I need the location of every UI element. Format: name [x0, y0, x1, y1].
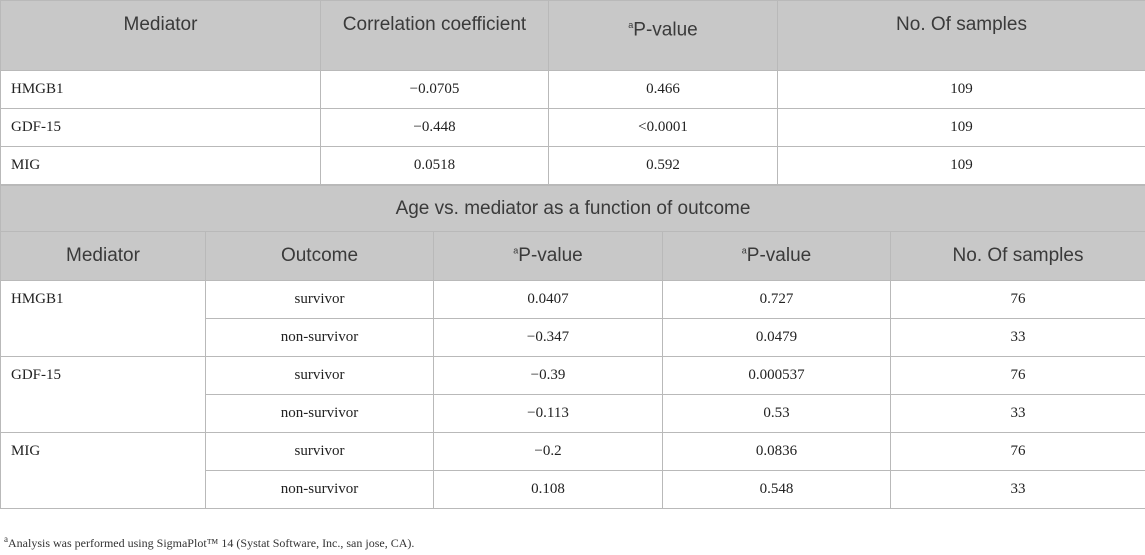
- p-value-cell: <0.0001: [548, 108, 778, 147]
- subtitle-row: Age vs. mediator as a function of outcom…: [0, 185, 1145, 232]
- p-value-cell: 0.0407: [433, 280, 663, 319]
- table-row: GDF-15 survivor −0.39 0.000537 76: [0, 356, 1145, 433]
- footnote-text: Analysis was performed using SigmaPlot™ …: [8, 536, 415, 550]
- p-value-cell: 0.592: [548, 146, 778, 185]
- mediator-cell: HMGB1: [0, 70, 321, 109]
- column-header-mediator: Mediator: [0, 231, 206, 281]
- mediator-cell: MIG: [0, 146, 321, 185]
- table-row: HMGB1 survivor 0.0407 0.727 76: [0, 280, 1145, 357]
- column-header-mediator: Mediator: [0, 0, 321, 71]
- p-value-cell: 0.548: [662, 470, 891, 509]
- outcome-cell: non-survivor: [205, 470, 434, 509]
- column-header-correlation-coefficient: Correlation coefficient: [320, 0, 549, 71]
- column-header-p-value: aP-value: [548, 0, 778, 71]
- samples-cell: 33: [890, 318, 1145, 357]
- column-header-no-of-samples: No. Of samples: [777, 0, 1145, 71]
- column-header-p-value: aP-value: [662, 231, 891, 281]
- p-value-cell: 0.000537: [662, 356, 891, 395]
- column-header-outcome: Outcome: [205, 231, 434, 281]
- samples-cell: 76: [890, 356, 1145, 395]
- column-header-label: P-value: [633, 19, 698, 41]
- outcome-cell: non-survivor: [205, 394, 434, 433]
- column-header-p-value: aP-value: [433, 231, 663, 281]
- column-header-label: P-value: [746, 245, 812, 266]
- column-header-no-of-samples: No. Of samples: [890, 231, 1145, 281]
- table-row: MIG survivor −0.2 0.0836 76: [0, 432, 1145, 509]
- p-value-cell: −0.39: [433, 356, 663, 395]
- outcome-cell: survivor: [205, 356, 434, 395]
- p-value-cell: 0.0836: [662, 432, 891, 471]
- table-row: HMGB1 −0.0705 0.466 109: [0, 70, 1145, 109]
- column-header-label: P-value: [518, 245, 583, 266]
- mediator-cell: GDF-15: [0, 108, 321, 147]
- table-header-row: Mediator Correlation coefficient aP-valu…: [0, 0, 1145, 71]
- table-row: GDF-15 −0.448 <0.0001 109: [0, 108, 1145, 147]
- outcome-cell: survivor: [205, 280, 434, 319]
- outcome-cell: survivor: [205, 432, 434, 471]
- table-subtitle: Age vs. mediator as a function of outcom…: [0, 185, 1145, 232]
- p-value-cell: 0.108: [433, 470, 663, 509]
- samples-cell: 76: [890, 280, 1145, 319]
- samples-cell: 109: [777, 108, 1145, 147]
- p-value-cell: 0.727: [662, 280, 891, 319]
- correlation-cell: −0.448: [320, 108, 549, 147]
- p-value-cell: 0.53: [662, 394, 891, 433]
- p-value-cell: −0.347: [433, 318, 663, 357]
- correlation-table: Mediator Correlation coefficient aP-valu…: [0, 0, 1145, 185]
- samples-cell: 33: [890, 394, 1145, 433]
- outcome-cell: non-survivor: [205, 318, 434, 357]
- p-value-cell: 0.0479: [662, 318, 891, 357]
- table-row: non-survivor 0.108 0.548 33: [1, 470, 1145, 509]
- footnote-marker: a: [513, 245, 519, 256]
- table-header-row: Mediator Outcome aP-value aP-value No. O…: [0, 231, 1145, 281]
- samples-cell: 109: [777, 70, 1145, 109]
- footnote-marker: a: [741, 245, 747, 256]
- table-footnote: aAnalysis was performed using SigmaPlot™…: [4, 534, 414, 551]
- p-value-cell: 0.466: [548, 70, 778, 109]
- footnote-marker: a: [4, 534, 8, 544]
- samples-cell: 33: [890, 470, 1145, 509]
- mediator-cell: MIG: [0, 432, 206, 509]
- column-header-label: Correlation coefficient: [342, 14, 527, 35]
- mediator-cell: GDF-15: [0, 356, 206, 433]
- table-row: MIG 0.0518 0.592 109: [0, 146, 1145, 185]
- mediator-cell: HMGB1: [0, 280, 206, 357]
- footnote-marker: a: [628, 20, 634, 30]
- correlation-cell: 0.0518: [320, 146, 549, 185]
- samples-cell: 109: [777, 146, 1145, 185]
- samples-cell: 76: [890, 432, 1145, 471]
- correlation-cell: −0.0705: [320, 70, 549, 109]
- outcome-table: Age vs. mediator as a function of outcom…: [0, 185, 1145, 509]
- p-value-cell: −0.2: [433, 432, 663, 471]
- p-value-cell: −0.113: [433, 394, 663, 433]
